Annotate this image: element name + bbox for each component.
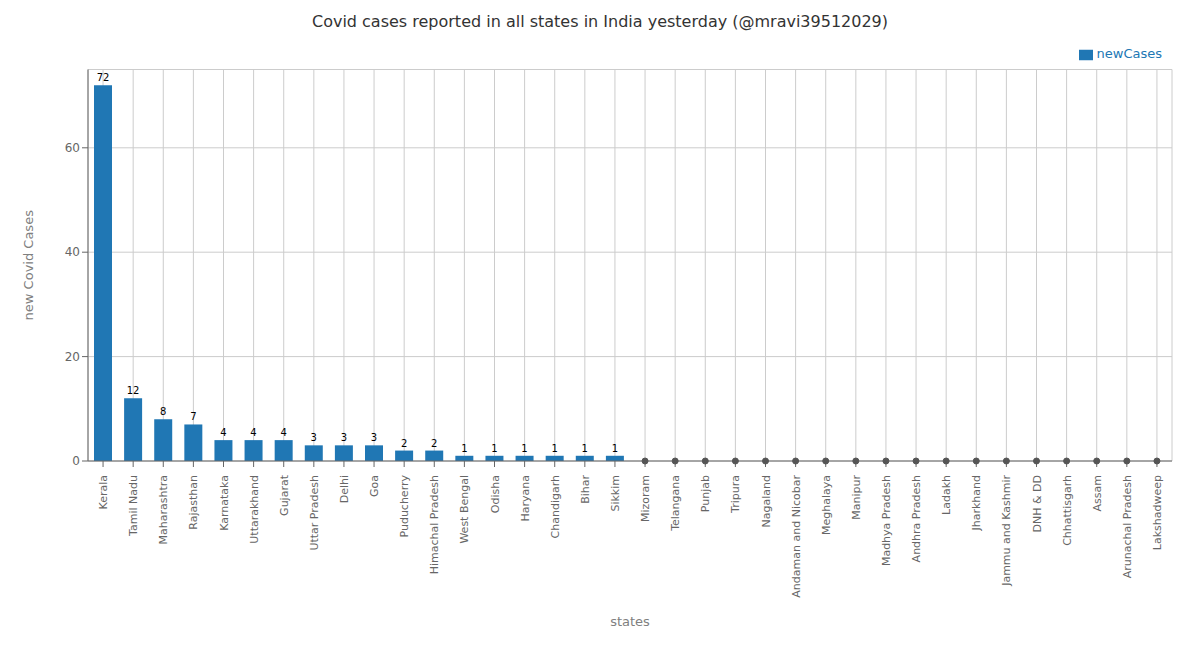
svg-text:Odisha: Odisha xyxy=(489,475,502,513)
svg-text:Manipur: Manipur xyxy=(850,475,863,520)
svg-text:Madhya Pradesh: Madhya Pradesh xyxy=(880,475,893,566)
svg-text:Andaman and Nicobar: Andaman and Nicobar xyxy=(790,475,803,598)
svg-text:Delhi: Delhi xyxy=(338,475,351,503)
svg-text:West Bengal: West Bengal xyxy=(458,475,471,544)
svg-text:Jharkhand: Jharkhand xyxy=(970,475,983,532)
svg-text:8: 8 xyxy=(160,406,166,417)
svg-text:12: 12 xyxy=(127,385,140,396)
svg-text:Puducherry: Puducherry xyxy=(398,475,411,538)
svg-text:2: 2 xyxy=(431,438,437,449)
svg-text:Maharashtra: Maharashtra xyxy=(157,475,170,545)
svg-text:Ladakh: Ladakh xyxy=(940,475,953,515)
svg-text:Haryana: Haryana xyxy=(519,475,532,522)
svg-text:3: 3 xyxy=(371,432,377,443)
svg-text:60: 60 xyxy=(65,141,80,155)
svg-text:Punjab: Punjab xyxy=(699,475,712,512)
svg-text:Lakshadweep: Lakshadweep xyxy=(1151,475,1164,550)
svg-text:1: 1 xyxy=(612,443,618,454)
svg-text:1: 1 xyxy=(461,443,467,454)
svg-text:40: 40 xyxy=(65,245,80,259)
svg-text:states: states xyxy=(610,614,650,629)
svg-text:Goa: Goa xyxy=(368,475,381,497)
svg-text:Nagaland: Nagaland xyxy=(760,475,773,527)
svg-text:3: 3 xyxy=(311,432,317,443)
svg-text:Chandigarh: Chandigarh xyxy=(549,475,562,538)
svg-text:2: 2 xyxy=(401,438,407,449)
svg-text:new Covid Cases: new Covid Cases xyxy=(21,210,36,321)
svg-text:Uttar Pradesh: Uttar Pradesh xyxy=(308,475,321,551)
svg-text:Jammu and Kashmir: Jammu and Kashmir xyxy=(1000,475,1013,587)
html-text:Covid cases reported in all st: Covid cases reported in all states in In… xyxy=(312,12,888,31)
svg-text:7: 7 xyxy=(190,411,196,422)
svg-text:4: 4 xyxy=(250,427,256,438)
svg-text:3: 3 xyxy=(341,432,347,443)
svg-text:72: 72 xyxy=(97,72,110,83)
svg-text:Mizoram: Mizoram xyxy=(639,475,652,522)
svg-text:Tamil Nadu: Tamil Nadu xyxy=(127,475,140,537)
svg-text:Meghalaya: Meghalaya xyxy=(820,475,833,535)
svg-text:Assam: Assam xyxy=(1091,475,1104,511)
svg-text:4: 4 xyxy=(220,427,226,438)
svg-text:1: 1 xyxy=(491,443,497,454)
svg-text:Tripura: Tripura xyxy=(729,475,742,514)
svg-text:Karnataka: Karnataka xyxy=(218,475,231,531)
svg-text:Arunachal Pradesh: Arunachal Pradesh xyxy=(1121,475,1134,578)
html-text:newCases: newCases xyxy=(1096,46,1162,61)
svg-text:1: 1 xyxy=(582,443,588,454)
svg-text:DNH & DD: DNH & DD xyxy=(1031,475,1044,532)
svg-text:Andhra Pradesh: Andhra Pradesh xyxy=(910,475,923,562)
svg-text:Telangana: Telangana xyxy=(669,475,682,532)
svg-text:4: 4 xyxy=(280,427,286,438)
svg-text:Rajasthan: Rajasthan xyxy=(187,475,200,530)
svg-text:Gujarat: Gujarat xyxy=(278,474,291,516)
svg-text:Chhattisgarh: Chhattisgarh xyxy=(1061,475,1074,546)
svg-text:20: 20 xyxy=(65,350,80,364)
svg-text:Kerala: Kerala xyxy=(97,475,110,510)
svg-text:0: 0 xyxy=(72,454,80,468)
svg-text:Sikkim: Sikkim xyxy=(609,475,622,512)
svg-text:1: 1 xyxy=(521,443,527,454)
svg-text:Bihar: Bihar xyxy=(579,475,592,504)
svg-text:Uttarakhand: Uttarakhand xyxy=(248,475,261,544)
svg-text:Himachal Pradesh: Himachal Pradesh xyxy=(428,475,441,574)
svg-text:1: 1 xyxy=(551,443,557,454)
